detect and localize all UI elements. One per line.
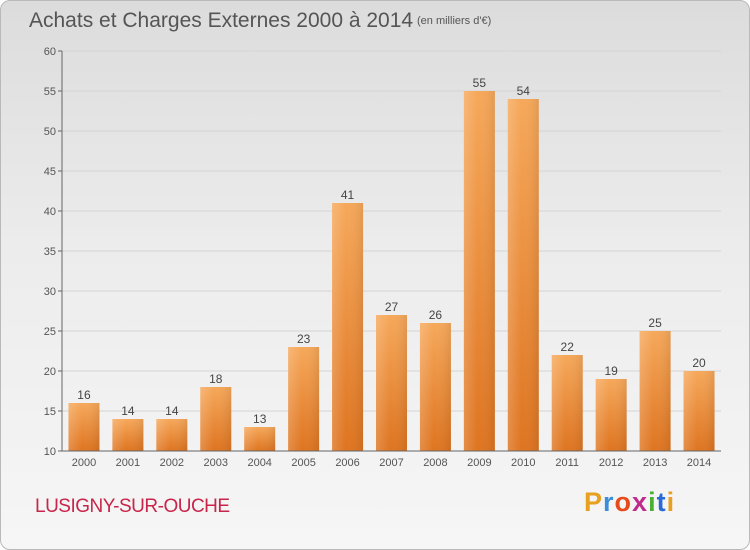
location-name: LUSIGNY-SUR-OUCHE bbox=[35, 496, 230, 517]
data-label: 25 bbox=[648, 316, 662, 330]
y-tick-label: 35 bbox=[44, 246, 56, 258]
data-label: 18 bbox=[209, 372, 223, 386]
x-tick-label: 2000 bbox=[72, 457, 96, 469]
data-label: 22 bbox=[561, 340, 575, 354]
logo-letter: P bbox=[584, 487, 604, 517]
x-tick-label: 2004 bbox=[247, 457, 271, 469]
x-tick-label: 2007 bbox=[379, 457, 403, 469]
y-tick-label: 10 bbox=[44, 446, 56, 458]
logo-letter: o bbox=[614, 487, 633, 517]
x-tick-label: 2012 bbox=[599, 457, 623, 469]
x-tick-label: 2003 bbox=[204, 457, 228, 469]
logo-letter: i bbox=[648, 487, 657, 517]
x-tick-label: 2008 bbox=[423, 457, 447, 469]
bar-shine bbox=[244, 427, 276, 451]
x-tick-label: 2009 bbox=[467, 457, 491, 469]
y-tick-label: 30 bbox=[44, 286, 56, 298]
y-tick-label: 55 bbox=[44, 86, 56, 98]
bar-shine bbox=[551, 355, 583, 451]
logo-letter: i bbox=[666, 487, 676, 517]
y-tick-label: 45 bbox=[44, 166, 56, 178]
data-label: 13 bbox=[253, 412, 267, 426]
bar-shine bbox=[332, 203, 364, 451]
x-tick-label: 2013 bbox=[643, 457, 667, 469]
data-label: 20 bbox=[692, 356, 706, 370]
bar-shine bbox=[68, 403, 100, 451]
logo-letter: t bbox=[656, 487, 667, 517]
data-label: 54 bbox=[517, 84, 531, 98]
y-tick-label: 25 bbox=[44, 326, 56, 338]
bars-layer: 16 14 14 18 13 23 41 27 26 55 54 22 19 25 20 bbox=[68, 76, 715, 451]
x-tick-label: 2002 bbox=[160, 457, 184, 469]
bar-shine bbox=[200, 387, 232, 451]
y-tick-label: 40 bbox=[44, 206, 56, 218]
axis-layer: 10 15 20 25 30 35 40 45 50 55 60 2000 2001 2002 2003 20… bbox=[44, 46, 721, 469]
proxiti-logo: Proxiti bbox=[584, 487, 675, 518]
y-tick-label: 20 bbox=[44, 366, 56, 378]
data-label: 14 bbox=[165, 404, 179, 418]
x-tick-label: 2014 bbox=[687, 457, 711, 469]
chart-subtitle: (en milliers d'€) bbox=[417, 15, 492, 27]
y-tick-label: 60 bbox=[44, 46, 56, 58]
logo-letter: r bbox=[603, 487, 615, 517]
bar-shine bbox=[156, 419, 188, 451]
x-tick-label: 2011 bbox=[555, 457, 579, 469]
bar-shine bbox=[376, 315, 407, 451]
data-label: 14 bbox=[121, 404, 135, 418]
bar-shine bbox=[683, 371, 715, 451]
bar-shine bbox=[288, 347, 320, 451]
chart-title: Achats et Charges Externes 2000 à 2014 bbox=[29, 9, 414, 32]
data-label: 41 bbox=[341, 188, 355, 202]
x-tick-label: 2006 bbox=[335, 457, 359, 469]
x-tick-label: 2010 bbox=[511, 457, 535, 469]
bar-shine bbox=[639, 331, 671, 451]
data-label: 26 bbox=[429, 308, 443, 322]
data-label: 16 bbox=[77, 388, 91, 402]
data-label: 55 bbox=[473, 76, 487, 90]
y-tick-label: 50 bbox=[44, 126, 56, 138]
bar-shine bbox=[112, 419, 144, 451]
bar-shine bbox=[595, 379, 627, 451]
x-tick-label: 2001 bbox=[116, 457, 140, 469]
x-tick-label: 2005 bbox=[291, 457, 315, 469]
data-label: 23 bbox=[297, 332, 311, 346]
logo-letter: x bbox=[632, 487, 649, 517]
y-tick-label: 15 bbox=[44, 406, 56, 418]
data-label: 19 bbox=[604, 364, 618, 378]
data-label: 27 bbox=[385, 300, 399, 314]
bar-shine bbox=[507, 99, 539, 451]
bar-shine bbox=[463, 91, 495, 451]
bar-shine bbox=[419, 323, 451, 451]
